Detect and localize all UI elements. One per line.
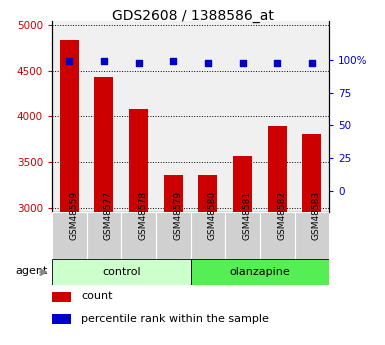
Point: [309, 60, 315, 65]
Text: agent: agent: [15, 266, 48, 276]
Bar: [260, 212, 295, 259]
Point: [101, 59, 107, 64]
Text: GSM48582: GSM48582: [277, 191, 286, 240]
Bar: [302, 134, 321, 212]
Bar: [191, 212, 225, 259]
Bar: [94, 77, 114, 212]
Bar: [198, 175, 218, 212]
Text: GDS2608 / 1388586_at: GDS2608 / 1388586_at: [112, 9, 273, 23]
Bar: [191, 259, 329, 285]
Point: [136, 60, 142, 65]
Point: [170, 59, 176, 64]
Text: GSM48579: GSM48579: [173, 191, 182, 240]
Bar: [121, 212, 156, 259]
Bar: [268, 126, 287, 212]
Text: GSM48581: GSM48581: [243, 191, 251, 240]
Text: GSM48577: GSM48577: [104, 191, 113, 240]
Text: GSM48580: GSM48580: [208, 191, 217, 240]
Bar: [295, 212, 329, 259]
Bar: [156, 212, 191, 259]
Point: [66, 59, 72, 64]
Text: percentile rank within the sample: percentile rank within the sample: [81, 314, 269, 324]
Point: [274, 60, 280, 65]
Bar: [52, 259, 191, 285]
Bar: [164, 175, 183, 212]
Point: [205, 60, 211, 65]
Bar: [52, 212, 87, 259]
Bar: [60, 40, 79, 212]
Text: GSM48559: GSM48559: [69, 191, 78, 240]
Point: [239, 60, 246, 65]
Bar: [52, 292, 71, 302]
Bar: [233, 156, 252, 212]
Bar: [129, 109, 148, 212]
Text: GSM48583: GSM48583: [312, 191, 321, 240]
Bar: [225, 212, 260, 259]
Bar: [87, 212, 121, 259]
Bar: [52, 314, 71, 324]
Text: count: count: [81, 291, 112, 301]
Text: olanzapine: olanzapine: [229, 267, 290, 277]
Text: control: control: [102, 267, 141, 277]
Text: GSM48578: GSM48578: [139, 191, 147, 240]
